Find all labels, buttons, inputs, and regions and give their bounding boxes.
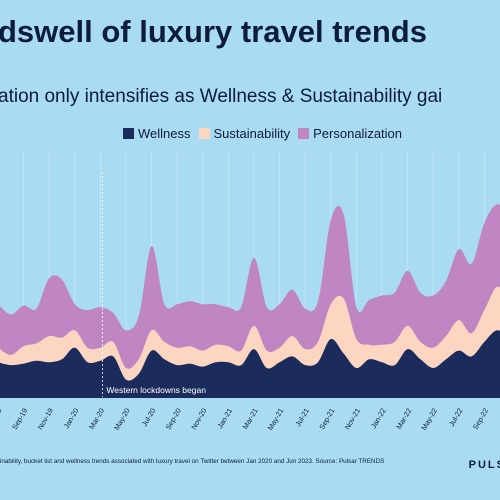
legend-label-wellness: Wellness [138,126,191,141]
legend-item-personalization: Personalization [298,126,402,141]
legend-swatch-sustainability [198,128,210,139]
chart-subtitle: ation only intensifies as Wellness & Sus… [0,86,443,107]
chart-title: dswell of luxury travel trends [0,14,427,49]
brand-logo-text: PULS [468,459,500,471]
legend-label-personalization: Personalization [313,126,403,141]
legend-label-sustainability: Sustainability [213,126,291,141]
legend: Wellness Sustainability Personalization [123,126,410,141]
footnote: inability, bucket list and wellness tren… [0,458,385,465]
area-series [0,204,500,458]
axis-background [0,398,500,458]
legend-item-sustainability: Sustainability [198,126,291,141]
legend-swatch-wellness [123,128,134,139]
legend-swatch-personalization [298,128,310,139]
legend-item-wellness: Wellness [123,126,191,141]
annotation-text: Western lockdowns began [106,385,206,395]
annotations: Western lockdowns began [102,172,206,397]
x-tick-label: -19 [0,406,4,419]
